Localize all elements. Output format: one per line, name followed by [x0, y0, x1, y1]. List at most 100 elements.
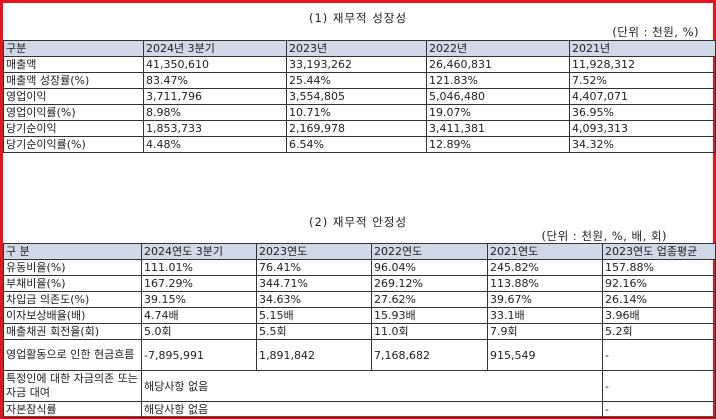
table-cell: 26.14% — [602, 291, 716, 308]
table-cell: 5.15배 — [256, 307, 372, 324]
column-header: 2024연도 3분기 — [141, 243, 257, 260]
row-label: 차입금 의존도(%) — [3, 291, 142, 308]
table-row: 당기순이익 1,853,733 2,169,978 3,411,381 4,093,31… — [3, 120, 716, 137]
row-label: 매출액 성장률(%) — [3, 72, 144, 89]
row-label: 유동비율(%) — [3, 259, 142, 276]
table-cell: 915,549 — [487, 339, 603, 371]
table-row: 이자보상배율(배) 4.74배 5.15배 15.93배 33.1배 3.96배 — [3, 307, 716, 324]
table-cell: 34.32% — [569, 136, 716, 153]
table-cell: - — [602, 370, 716, 402]
column-header: 2022연도 — [371, 243, 488, 260]
row-label: 특정인에 대한 자금의존 또는 자금 대여 — [3, 370, 142, 402]
table-cell: 3,711,796 — [143, 88, 287, 105]
table-cell: 121.83% — [426, 72, 570, 89]
table-row: 자본잠식률 해당사항 없음 - — [3, 401, 716, 418]
table-row: 부채비율(%) 167.29% 344.71% 269.12% 113.88% 92.16… — [3, 275, 716, 292]
table-row: 매출채권 회전율(회) 5.0회 5.5회 11.0회 7.9회 5.2회 — [3, 323, 716, 340]
stability-table: 구 분 2024연도 3분기 2023연도 2022연도 2021연도 2023연도 업종… — [3, 243, 716, 418]
table-cell: 269.12% — [371, 275, 488, 292]
table-cell: 1,891,842 — [256, 339, 372, 371]
row-label: 영업활동으로 인한 현금흐름 — [3, 339, 142, 371]
table-row: 영업활동으로 인한 현금흐름 -7,895,991 1,891,842 7,168,6… — [3, 339, 716, 371]
row-label: 당기순이익 — [3, 120, 144, 137]
stability-title: (2) 재무적 안정성 — [308, 215, 408, 229]
table-row: 영업이익률(%) 8.98% 10.71% 19.07% 36.95% — [3, 104, 716, 121]
growth-table: 구분 2024년 3분기 2023년 2022년 2021년 매출액 41,350,610 3… — [3, 40, 716, 153]
table-row: 차입금 의존도(%) 39.15% 34.63% 27.62% 39.67% 26.14% — [3, 291, 716, 308]
table-cell: 5,046,480 — [426, 88, 570, 105]
table-cell: 83.47% — [143, 72, 287, 89]
table-cell: 33.1배 — [487, 307, 603, 324]
table-cell: -7,895,991 — [141, 339, 257, 371]
table-row: 영업이익 3,711,796 3,554,805 5,046,480 4,407,071 — [3, 88, 716, 105]
table-cell: 해당사항 없음 — [141, 370, 603, 402]
row-label: 매출액 — [3, 56, 144, 73]
table-cell: 4,407,071 — [569, 88, 716, 105]
table-cell: - — [602, 401, 716, 418]
table-cell: 2,169,978 — [286, 120, 427, 137]
column-header: 2023연도 — [256, 243, 372, 260]
table-cell: 5.2회 — [602, 323, 716, 340]
table-cell: 41,350,610 — [143, 56, 287, 73]
table-cell: 15.93배 — [371, 307, 488, 324]
table-cell: 4.74배 — [141, 307, 257, 324]
table-cell: 7,168,682 — [371, 339, 488, 371]
stability-header-row: 구 분 2024연도 3분기 2023연도 2022연도 2021연도 2023연도 업종… — [3, 243, 716, 260]
table-cell: 해당사항 없음 — [141, 401, 603, 418]
table-cell: 113.88% — [487, 275, 603, 292]
row-label: 영업이익 — [3, 88, 144, 105]
table-cell: 92.16% — [602, 275, 716, 292]
table-cell: 12.89% — [426, 136, 570, 153]
table-cell: 19.07% — [426, 104, 570, 121]
table-cell: 96.04% — [371, 259, 488, 276]
table-cell: 167.29% — [141, 275, 257, 292]
table-cell: 245.82% — [487, 259, 603, 276]
table-cell: 7.9회 — [487, 323, 603, 340]
table-cell: 34.63% — [256, 291, 372, 308]
table-cell: 7.52% — [569, 72, 716, 89]
table-cell: 27.62% — [371, 291, 488, 308]
table-cell: 3,554,805 — [286, 88, 427, 105]
column-header: 구 분 — [3, 243, 142, 260]
column-header: 2021년 — [569, 40, 716, 57]
row-label: 매출채권 회전율(회) — [3, 323, 142, 340]
column-header: 2023연도 업종평균 — [602, 243, 716, 260]
table-cell: 4.48% — [143, 136, 287, 153]
table-cell: - — [602, 339, 716, 371]
row-label: 영업이익률(%) — [3, 104, 144, 121]
table-cell: 4,093,313 — [569, 120, 716, 137]
table-cell: 1,853,733 — [143, 120, 287, 137]
table-cell: 39.15% — [141, 291, 257, 308]
table-cell: 5.0회 — [141, 323, 257, 340]
table-row: 유동비율(%) 111.01% 76.41% 96.04% 245.82% 157.88% — [3, 259, 716, 276]
table-cell: 76.41% — [256, 259, 372, 276]
table-row: 특정인에 대한 자금의존 또는 자금 대여 해당사항 없음 - — [3, 370, 716, 402]
table-cell: 157.88% — [602, 259, 716, 276]
table-cell: 26,460,831 — [426, 56, 570, 73]
table-cell: 3,411,381 — [426, 120, 570, 137]
column-header: 2023년 — [286, 40, 427, 57]
table-cell: 6.54% — [286, 136, 427, 153]
growth-title: (1) 재무적 성장성 — [308, 11, 408, 25]
column-header: 2022년 — [426, 40, 570, 57]
column-header: 2024년 3분기 — [143, 40, 287, 57]
table-row: 매출액 성장률(%) 83.47% 25.44% 121.83% 7.52% — [3, 72, 716, 89]
table-cell: 3.96배 — [602, 307, 716, 324]
table-row: 당기순이익률(%) 4.48% 6.54% 12.89% 34.32% — [3, 136, 716, 153]
table-cell: 111.01% — [141, 259, 257, 276]
table-cell: 10.71% — [286, 104, 427, 121]
table-cell: 8.98% — [143, 104, 287, 121]
table-cell: 36.95% — [569, 104, 716, 121]
column-header: 2021연도 — [487, 243, 603, 260]
growth-header-row: 구분 2024년 3분기 2023년 2022년 2021년 — [3, 40, 716, 57]
row-label: 자본잠식률 — [3, 401, 142, 418]
table-cell: 344.71% — [256, 275, 372, 292]
table-cell: 11.0회 — [371, 323, 488, 340]
table-cell: 11,928,312 — [569, 56, 716, 73]
row-label: 이자보상배율(배) — [3, 307, 142, 324]
column-header: 구분 — [3, 40, 144, 57]
table-cell: 33,193,262 — [286, 56, 427, 73]
table-cell: 25.44% — [286, 72, 427, 89]
table-cell: 39.67% — [487, 291, 603, 308]
growth-unit: (단위 : 천원, %) — [612, 25, 699, 39]
